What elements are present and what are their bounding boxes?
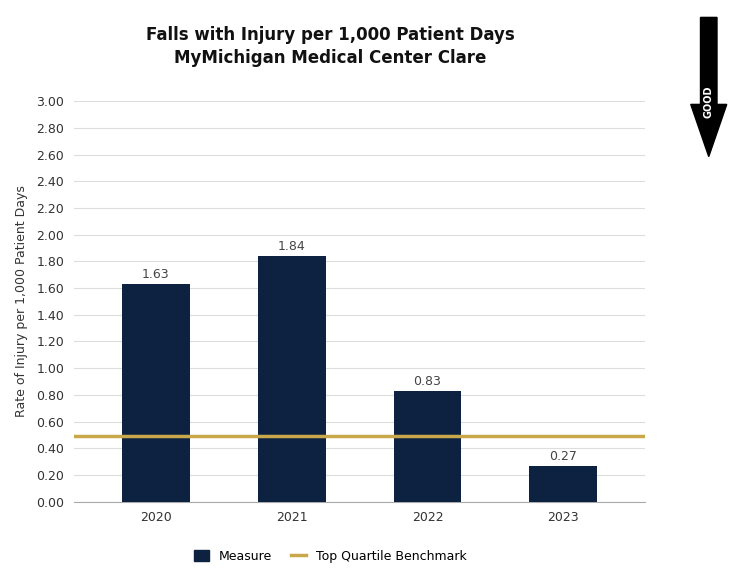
Text: 1.63: 1.63 [142,269,170,281]
Text: 0.27: 0.27 [550,450,578,463]
Bar [122,284,190,502]
Text: 1.84: 1.84 [278,240,305,253]
Bar [530,466,598,502]
Text: GOOD: GOOD [704,85,714,118]
Text: Falls with Injury per 1,000 Patient Days: Falls with Injury per 1,000 Patient Days [146,26,514,44]
Text: 0.83: 0.83 [413,375,442,388]
Bar [257,256,326,502]
Bar [394,391,461,502]
Text: MyMichigan Medical Center Clare: MyMichigan Medical Center Clare [174,49,486,67]
Legend: Measure, Top Quartile Benchmark: Measure, Top Quartile Benchmark [189,545,471,568]
Y-axis label: Rate of Injury per 1,000 Patient Days: Rate of Injury per 1,000 Patient Days [15,186,28,418]
